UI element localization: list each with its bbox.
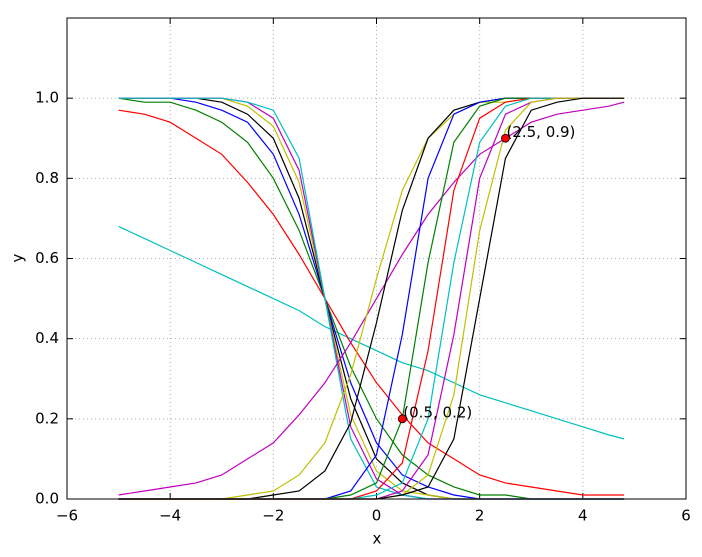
plot-frame (66, 17, 687, 500)
series-line (118, 225, 625, 440)
annotation-point (397, 414, 407, 424)
annotation-point (501, 133, 510, 143)
x-tick-label: −2 (262, 507, 284, 525)
y-tick-label: 0.8 (35, 169, 59, 187)
y-tick-label: 0.6 (35, 249, 59, 267)
x-tick-label: −6 (56, 507, 78, 525)
y-tick-label: 0.0 (35, 490, 59, 508)
y-tick-label: 0.4 (35, 329, 59, 347)
x-tick-label: −4 (159, 507, 181, 525)
series-line (118, 109, 625, 496)
series-line (118, 101, 625, 496)
x-tick-label: 6 (681, 507, 691, 525)
x-tick-label: 2 (475, 507, 485, 525)
x-tick-label: 4 (578, 507, 588, 525)
x-tick-label: 0 (372, 507, 382, 525)
annotation-label: (0.5, 0.2) (403, 403, 472, 421)
x-axis-label: x (373, 530, 382, 548)
series-line (118, 97, 625, 500)
y-tick-label: 0.2 (35, 409, 59, 427)
y-tick-label: 1.0 (35, 89, 59, 107)
annotation-label: (2.5, 0.9) (506, 123, 575, 141)
y-axis-label: y (9, 253, 27, 262)
